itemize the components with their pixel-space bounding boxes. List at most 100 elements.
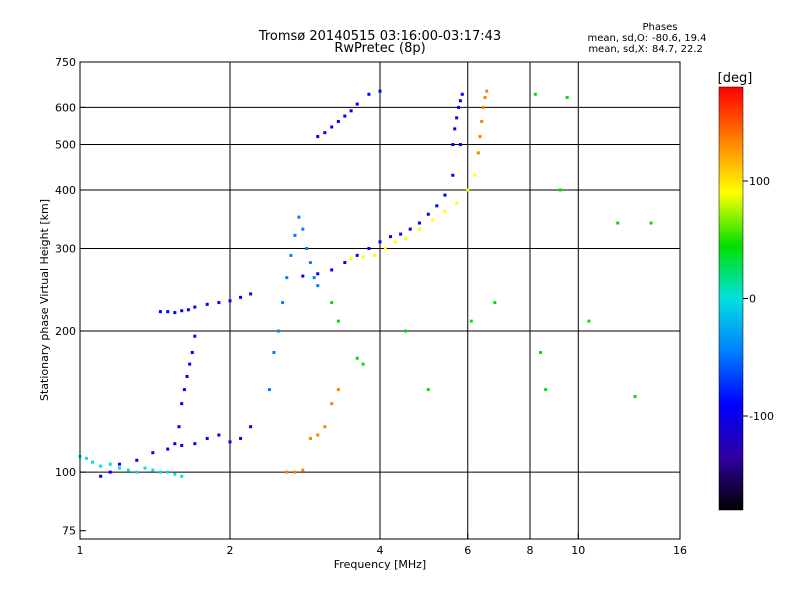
data-point — [458, 143, 462, 147]
legend-o-label: mean, sd,O: — [587, 33, 648, 44]
data-point — [361, 362, 365, 366]
data-point — [466, 188, 470, 192]
data-point — [180, 443, 184, 447]
data-point — [173, 442, 177, 446]
colorbar: [deg] 100 0 -100 — [718, 71, 774, 511]
data-point — [455, 201, 459, 205]
x-tick-label: 4 — [377, 544, 384, 557]
data-point — [182, 388, 186, 392]
data-point — [460, 92, 464, 96]
y-tick-label: 300 — [55, 243, 76, 256]
data-point — [297, 215, 301, 219]
data-point — [158, 310, 162, 314]
data-point — [451, 143, 455, 147]
data-point — [343, 114, 347, 118]
data-point — [481, 105, 485, 109]
data-point — [336, 319, 340, 323]
data-point — [301, 274, 305, 278]
colorbar-tick-label: 0 — [749, 293, 756, 306]
data-point — [649, 221, 653, 225]
data-point — [457, 105, 461, 109]
data-point — [451, 173, 455, 177]
data-point — [373, 253, 377, 257]
data-point — [367, 92, 371, 96]
data-point — [117, 462, 121, 466]
data-point — [435, 204, 439, 208]
data-point — [323, 131, 327, 135]
data-point — [316, 272, 320, 276]
data-point — [91, 460, 95, 464]
data-point — [158, 470, 162, 474]
data-point — [426, 388, 430, 392]
data-point — [281, 301, 285, 305]
data-point — [378, 89, 382, 93]
data-point — [336, 119, 340, 123]
data-point — [217, 301, 221, 305]
data-point — [417, 221, 421, 225]
data-point — [565, 95, 569, 99]
chart-subtitle: RwPretec (8p) — [334, 41, 425, 56]
data-point — [349, 257, 353, 261]
data-point — [343, 261, 347, 265]
data-point — [180, 309, 184, 313]
y-axis-label: Stationary phase Virtual Height [km] — [38, 199, 51, 401]
data-point — [361, 255, 365, 259]
data-point — [151, 451, 155, 455]
data-point — [205, 436, 209, 440]
data-point — [323, 425, 327, 429]
legend-o-values: -80.6, 19.4 — [652, 33, 707, 44]
data-point — [431, 218, 435, 222]
data-point — [108, 462, 112, 466]
data-point — [355, 356, 359, 360]
data-point — [330, 125, 334, 129]
data-point — [228, 440, 232, 444]
x-tick-label: 8 — [527, 544, 534, 557]
data-point — [108, 470, 112, 474]
data-point — [308, 261, 312, 265]
data-point — [558, 188, 562, 192]
data-point — [193, 442, 197, 446]
data-point — [186, 308, 190, 312]
data-point — [166, 470, 170, 474]
data-point — [305, 247, 309, 251]
data-point — [316, 135, 320, 139]
data-point — [272, 350, 276, 354]
data-point — [180, 474, 184, 478]
data-point — [483, 95, 487, 99]
data-point — [301, 227, 305, 231]
data-point — [84, 456, 88, 460]
chart-title: Tromsø 20140515 03:16:00-03:17:43 — [258, 29, 501, 44]
data-point — [458, 99, 462, 103]
data-point — [426, 212, 430, 216]
data-point — [355, 253, 359, 257]
data-point — [443, 209, 447, 213]
x-axis-ticks: 1 2 4 6 8 10 16 — [77, 533, 687, 557]
data-point — [289, 253, 293, 257]
data-point — [443, 193, 447, 197]
data-point — [330, 402, 334, 406]
data-point — [99, 474, 103, 478]
data-point — [188, 362, 192, 366]
data-point — [249, 425, 253, 429]
data-point — [316, 433, 320, 437]
data-point — [539, 350, 543, 354]
data-point — [383, 247, 387, 251]
legend-x-label: mean, sd,X: — [588, 44, 648, 55]
data-point — [293, 470, 297, 474]
x-tick-label: 2 — [227, 544, 234, 557]
data-point — [587, 319, 591, 323]
data-point — [493, 301, 497, 305]
x-tick-label: 1 — [77, 544, 84, 557]
data-point — [367, 247, 371, 251]
x-tick-label: 16 — [673, 544, 687, 557]
data-point — [143, 466, 147, 470]
y-tick-label: 200 — [55, 325, 76, 338]
data-point — [276, 329, 280, 333]
data-point — [249, 292, 253, 296]
data-point — [193, 305, 197, 309]
data-point — [316, 284, 320, 288]
legend-x-values: 84.7, 22.2 — [652, 44, 703, 55]
data-point — [378, 240, 382, 244]
colorbar-tick-label: 100 — [749, 175, 770, 188]
data-point — [151, 468, 155, 472]
